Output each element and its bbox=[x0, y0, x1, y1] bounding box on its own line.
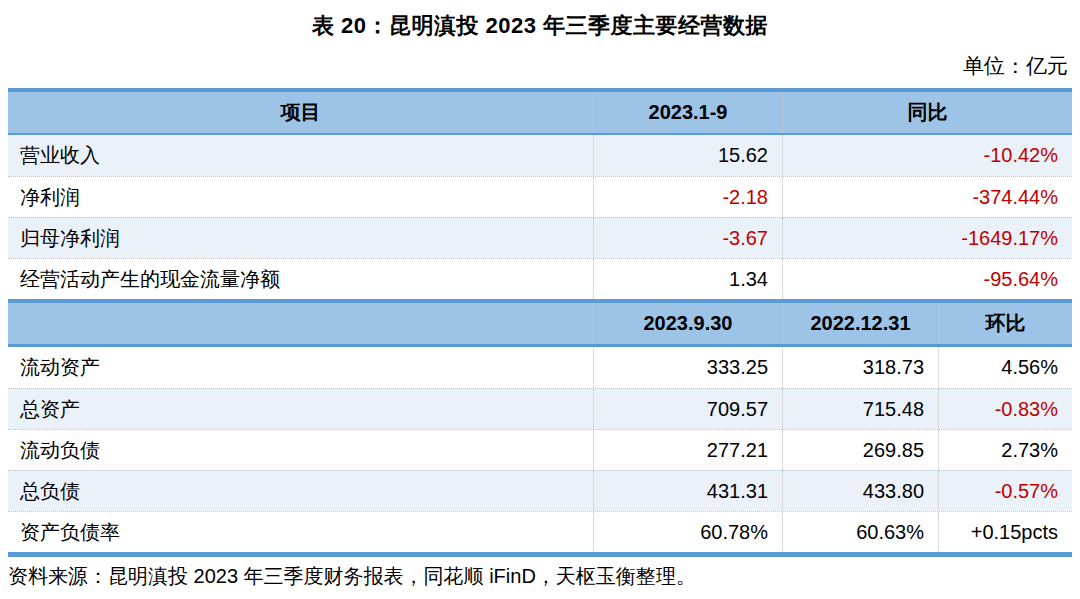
row-yoy: -95.64% bbox=[782, 259, 1072, 299]
table-row: 资产负债率 60.78% 60.63% +0.15pcts bbox=[8, 511, 1072, 552]
row-item: 流动资产 bbox=[8, 354, 593, 381]
row-value: 15.62 bbox=[593, 135, 782, 176]
header-qoq: 环比 bbox=[938, 303, 1072, 344]
header-date2: 2022.12.31 bbox=[782, 303, 938, 344]
row-value-1: 60.78% bbox=[593, 512, 782, 552]
row-qoq: -0.57% bbox=[938, 471, 1072, 511]
row-yoy: -374.44% bbox=[782, 177, 1072, 217]
row-value-2: 269.85 bbox=[782, 430, 938, 470]
row-item: 总资产 bbox=[8, 396, 593, 423]
table-row: 归母净利润 -3.67 -1649.17% bbox=[8, 217, 1072, 258]
table-header-row-1: 项目 2023.1-9 同比 bbox=[8, 88, 1072, 135]
row-qoq: +0.15pcts bbox=[938, 512, 1072, 552]
header-date1: 2023.9.30 bbox=[593, 303, 782, 344]
row-item: 资产负债率 bbox=[8, 519, 593, 546]
row-value-2: 715.48 bbox=[782, 389, 938, 429]
row-item: 净利润 bbox=[8, 184, 593, 211]
row-item: 归母净利润 bbox=[8, 225, 593, 252]
row-value-2: 433.80 bbox=[782, 471, 938, 511]
row-yoy: -10.42% bbox=[782, 135, 1072, 176]
table-row: 经营活动产生的现金流量净额 1.34 -95.64% bbox=[8, 258, 1072, 299]
header-yoy: 同比 bbox=[782, 92, 1072, 133]
table-row: 流动资产 333.25 318.73 4.56% bbox=[8, 347, 1072, 388]
row-item: 经营活动产生的现金流量净额 bbox=[8, 266, 593, 293]
row-value-1: 431.31 bbox=[593, 471, 782, 511]
table-row: 总负债 431.31 433.80 -0.57% bbox=[8, 470, 1072, 511]
header-period: 2023.1-9 bbox=[593, 92, 782, 133]
table-header-row-2: 2023.9.30 2022.12.31 环比 bbox=[8, 299, 1072, 347]
row-value-1: 277.21 bbox=[593, 430, 782, 470]
page-title: 表 20：昆明滇投 2023 年三季度主要经营数据 bbox=[0, 0, 1080, 41]
table-row: 净利润 -2.18 -374.44% bbox=[8, 176, 1072, 217]
row-item: 总负债 bbox=[8, 478, 593, 505]
table-row: 营业收入 15.62 -10.42% bbox=[8, 135, 1072, 176]
row-item: 营业收入 bbox=[8, 142, 593, 169]
row-value-1: 709.57 bbox=[593, 389, 782, 429]
table-row: 总资产 709.57 715.48 -0.83% bbox=[8, 388, 1072, 429]
section2-rows: 流动资产 333.25 318.73 4.56% 总资产 709.57 715.… bbox=[8, 347, 1072, 557]
unit-label: 单位：亿元 bbox=[963, 52, 1068, 80]
row-value: -3.67 bbox=[593, 218, 782, 258]
row-item: 流动负债 bbox=[8, 437, 593, 464]
row-value: -2.18 bbox=[593, 177, 782, 217]
row-value-1: 333.25 bbox=[593, 347, 782, 388]
row-qoq: -0.83% bbox=[938, 389, 1072, 429]
row-value-2: 318.73 bbox=[782, 347, 938, 388]
section1-rows: 营业收入 15.62 -10.42% 净利润 -2.18 -374.44% 归母… bbox=[8, 135, 1072, 299]
header-item: 项目 bbox=[8, 99, 593, 126]
row-yoy: -1649.17% bbox=[782, 218, 1072, 258]
row-qoq: 2.73% bbox=[938, 430, 1072, 470]
financial-table: 项目 2023.1-9 同比 营业收入 15.62 -10.42% 净利润 -2… bbox=[8, 88, 1072, 557]
row-value-2: 60.63% bbox=[782, 512, 938, 552]
source-note: 资料来源：昆明滇投 2023 年三季度财务报表，同花顺 iFinD，天枢玉衡整理… bbox=[8, 563, 696, 590]
row-value: 1.34 bbox=[593, 259, 782, 299]
row-qoq: 4.56% bbox=[938, 347, 1072, 388]
table-row: 流动负债 277.21 269.85 2.73% bbox=[8, 429, 1072, 470]
